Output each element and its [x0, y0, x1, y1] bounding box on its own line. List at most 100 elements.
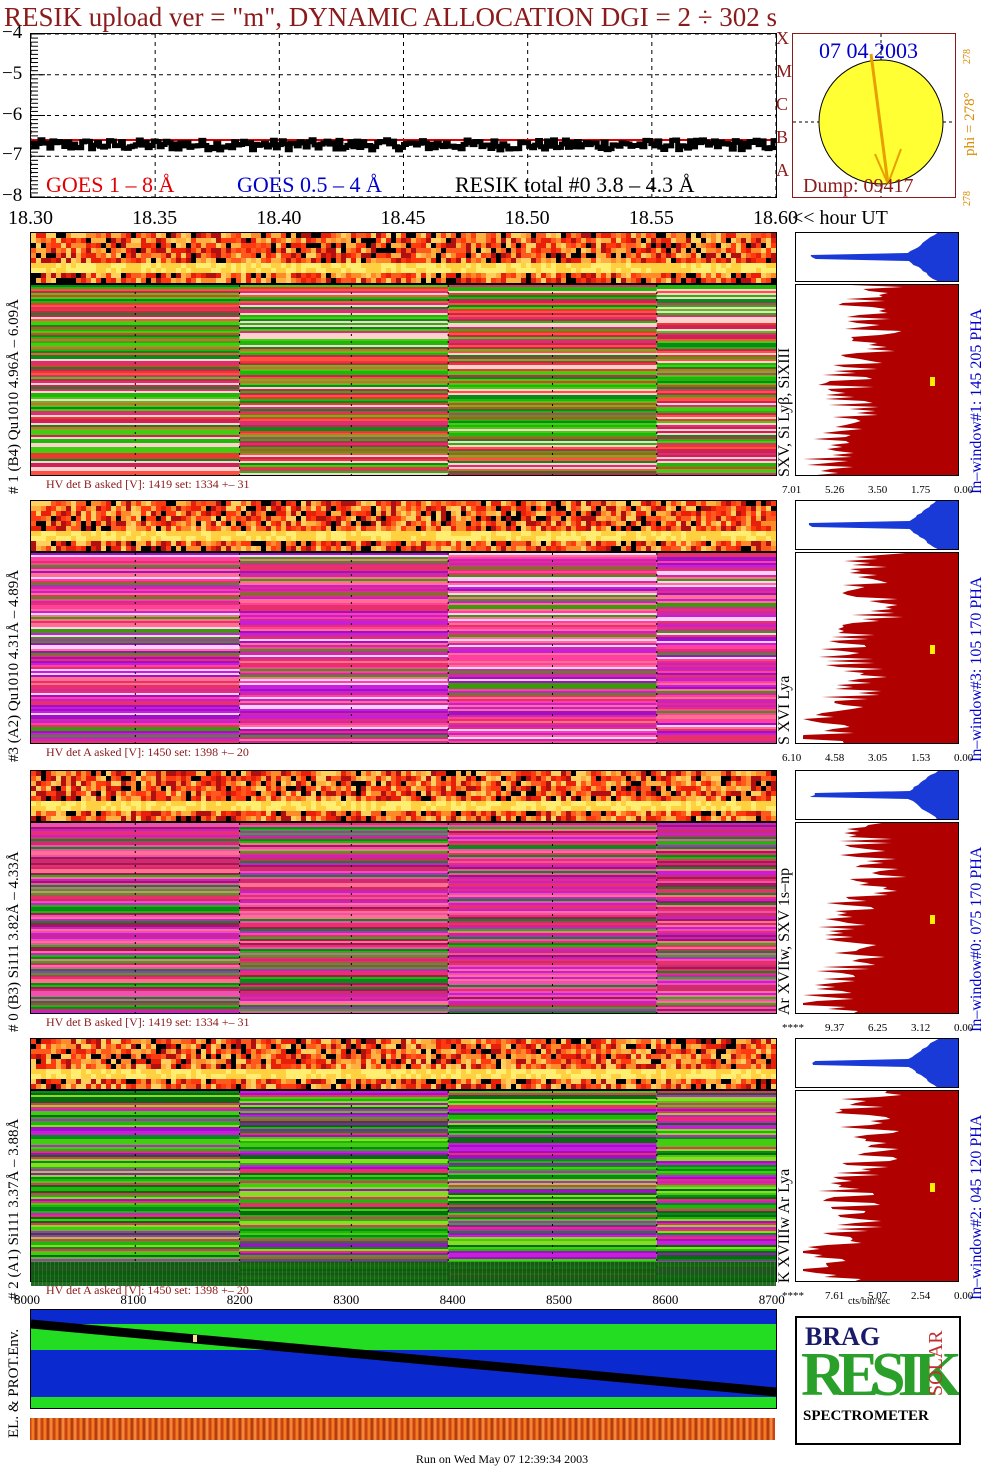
- strip-cell: [131, 536, 136, 541]
- strip-cell: [671, 511, 676, 516]
- heat-row: [656, 725, 776, 727]
- strip-cell: [731, 278, 736, 283]
- strip-cell: [226, 786, 231, 791]
- strip-cell: [726, 546, 731, 551]
- strip-cell: [711, 781, 716, 786]
- strip-cell: [201, 536, 206, 541]
- strip-cell: [751, 268, 756, 273]
- strip-cell: [221, 771, 226, 776]
- strip-cell: [551, 791, 556, 796]
- pha-red-shape: [803, 285, 958, 475]
- strip-cell: [466, 526, 471, 531]
- strip-cell: [76, 796, 81, 801]
- heat-row: [31, 557, 240, 559]
- strip-cell: [181, 238, 186, 243]
- strip-cell: [36, 541, 41, 546]
- strip-cell: [456, 263, 461, 268]
- strip-cell: [741, 506, 746, 511]
- strip-cell: [616, 268, 621, 273]
- heat-row: [239, 661, 449, 663]
- strip-cell: [366, 546, 371, 551]
- strip-cell: [501, 501, 506, 506]
- strip-cell: [756, 243, 761, 248]
- heat-row: [31, 585, 240, 587]
- strip-cell: [111, 796, 116, 801]
- strip-cell: [266, 238, 271, 243]
- strip-cell: [741, 248, 746, 253]
- strip-cell: [461, 511, 466, 516]
- heat-row: [239, 699, 449, 701]
- strip-cell: [71, 781, 76, 786]
- strip-cell: [156, 511, 161, 516]
- strip-cell: [221, 506, 226, 511]
- strip-cell: [726, 796, 731, 801]
- strip-cell: [641, 541, 646, 546]
- strip-cell: [91, 268, 96, 273]
- strip-cell: [96, 781, 101, 786]
- pha-tick: 0.00: [954, 752, 974, 764]
- heat-row: [656, 327, 776, 329]
- heat-row: [31, 455, 240, 457]
- heat-row: [656, 625, 776, 627]
- strip-cell: [521, 258, 526, 263]
- strip-cell: [571, 546, 576, 551]
- strip-cell: [36, 233, 41, 238]
- strip-cell: [546, 506, 551, 511]
- pha-tick: 4.58: [825, 752, 845, 764]
- strip-cell: [726, 801, 731, 806]
- strip-cell: [451, 546, 456, 551]
- heat-row: [656, 713, 776, 715]
- strip-cell: [121, 243, 126, 248]
- strip-cell: [126, 521, 131, 526]
- strip-cell: [471, 526, 476, 531]
- strip-cell: [411, 278, 416, 283]
- heat-row: [31, 331, 240, 333]
- strip-cell: [336, 791, 341, 796]
- strip-cell: [746, 253, 751, 258]
- heat-row: [656, 299, 776, 301]
- strip-cell: [666, 771, 671, 776]
- strip-cell: [726, 253, 731, 258]
- strip-cell: [666, 263, 671, 268]
- strip-cell: [246, 248, 251, 253]
- strip-cell: [766, 791, 771, 796]
- strip-cell: [161, 263, 166, 268]
- strip-cell: [296, 253, 301, 258]
- strip-cell: [121, 238, 126, 243]
- strip-cell: [726, 248, 731, 253]
- heat-row: [656, 687, 776, 689]
- heat-row: [239, 383, 449, 385]
- strip-cell: [201, 806, 206, 811]
- strip-cell: [126, 258, 131, 263]
- strip-cell: [676, 238, 681, 243]
- strip-cell: [761, 521, 766, 526]
- strip-cell: [436, 268, 441, 273]
- strip-cell: [681, 243, 686, 248]
- strip-cell: [401, 536, 406, 541]
- strip-cell: [276, 521, 281, 526]
- strip-cell: [321, 531, 326, 536]
- strip-cell: [246, 501, 251, 506]
- strip-cell: [581, 511, 586, 516]
- strip-cell: [666, 546, 671, 551]
- heat-row: [239, 439, 449, 441]
- strip-cell: [36, 771, 41, 776]
- strip-cell: [716, 253, 721, 258]
- strip-cell: [431, 796, 436, 801]
- strip-cell: [276, 786, 281, 791]
- strip-cell: [151, 516, 156, 521]
- strip-cell: [126, 278, 131, 283]
- strip-cell: [166, 771, 171, 776]
- strip-cell: [91, 771, 96, 776]
- strip-cell: [746, 268, 751, 273]
- strip-cell: [711, 243, 716, 248]
- strip-cell: [406, 506, 411, 511]
- heat-row: [31, 407, 240, 409]
- strip-cell: [701, 511, 706, 516]
- strip-cell: [81, 786, 86, 791]
- channel-label: # 1 (B4) Qu1010 4.96Å – 6.09Å: [6, 299, 22, 494]
- heat-row: [656, 653, 776, 655]
- strip-cell: [266, 243, 271, 248]
- heat-row: [239, 581, 449, 583]
- heat-row: [31, 387, 240, 389]
